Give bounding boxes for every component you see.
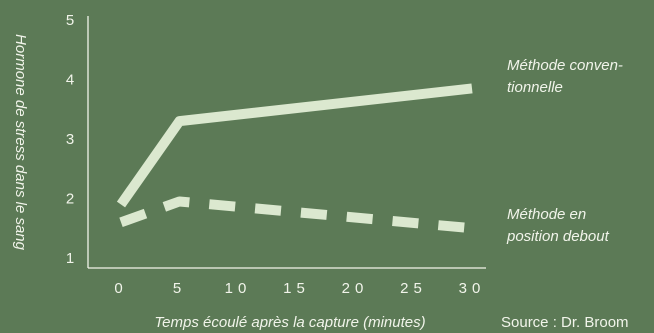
x-axis-title: Temps écoulé après la capture (minutes) [154, 314, 425, 331]
y-tick-label: 4 [66, 72, 74, 89]
y-tick-label: 1 [66, 250, 74, 267]
series-label: Méthode en position debout [506, 206, 610, 245]
y-tick-label: 2 [66, 191, 74, 208]
x-tick-label: 15 [283, 280, 310, 297]
x-tick-label: 0 [114, 280, 127, 297]
x-tick-label: 30 [459, 280, 486, 297]
y-axis-title: Hormone de stress dans le sang [12, 34, 29, 251]
y-tick-label: 3 [66, 131, 74, 148]
x-tick-label: 20 [342, 280, 369, 297]
series-line-standing [119, 196, 473, 234]
series-line-conventional [116, 83, 473, 208]
series-label: Méthode conven-tionnelle [507, 57, 623, 96]
x-tick-label: 10 [225, 280, 252, 297]
x-tick-label: 5 [173, 280, 186, 297]
y-tick-label: 5 [66, 12, 74, 29]
source-note: Source : Dr. Broom [501, 314, 629, 331]
x-tick-label: 25 [400, 280, 427, 297]
